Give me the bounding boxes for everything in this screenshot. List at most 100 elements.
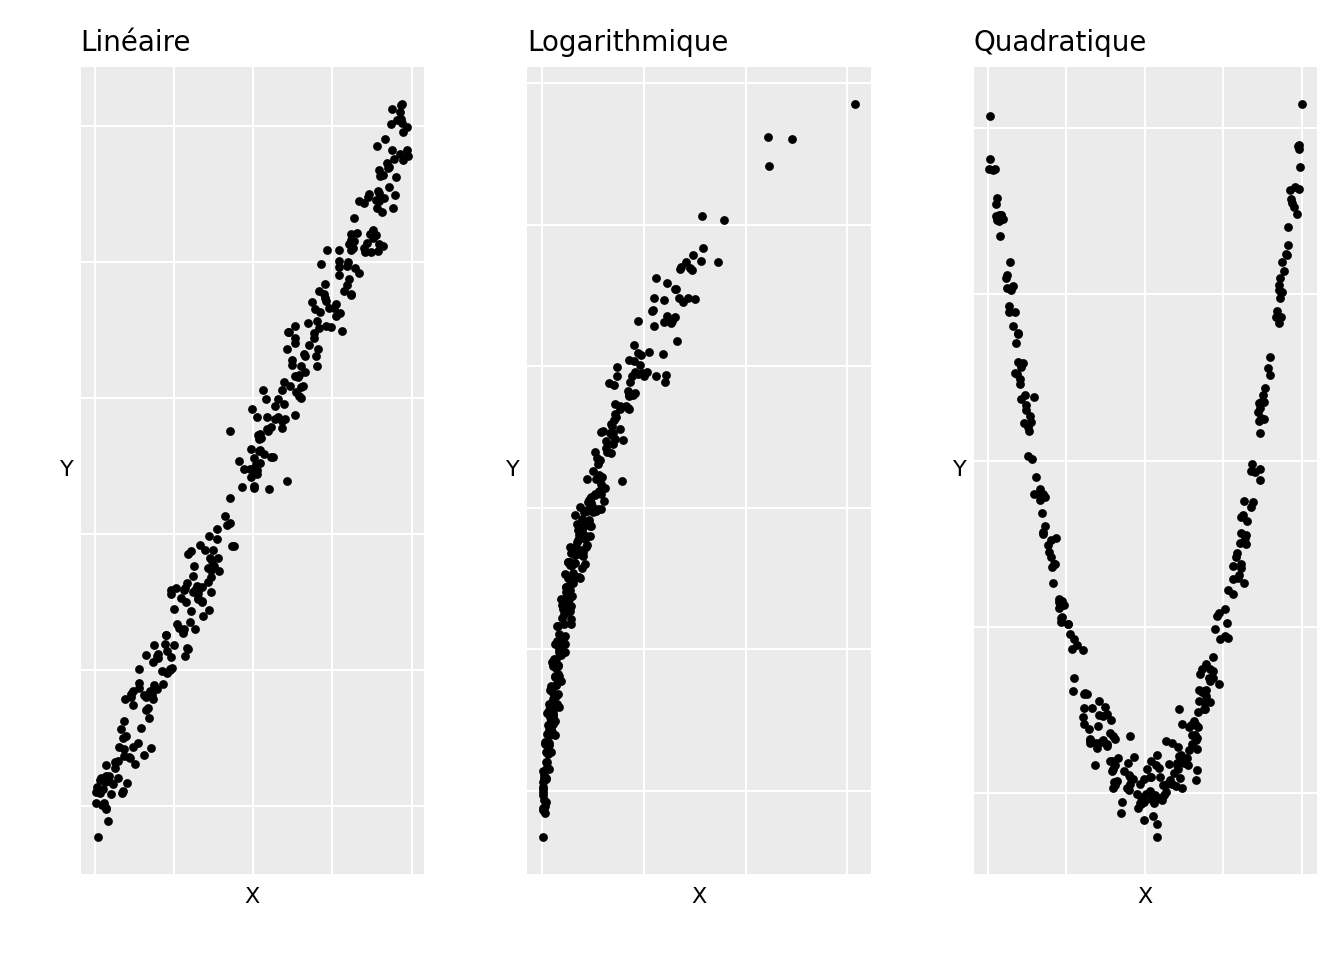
Point xyxy=(255,409,277,424)
Point xyxy=(591,469,613,485)
Point xyxy=(1079,732,1101,748)
Point xyxy=(1253,412,1274,427)
Point xyxy=(581,489,602,504)
Point xyxy=(179,614,200,630)
Point xyxy=(544,669,566,684)
Point xyxy=(1236,513,1258,528)
Point xyxy=(108,754,129,769)
Point xyxy=(1105,778,1126,793)
Point xyxy=(1046,531,1067,546)
Point xyxy=(340,243,362,258)
Point xyxy=(1259,349,1281,365)
Point xyxy=(1275,247,1297,262)
Point xyxy=(1279,182,1301,198)
Point xyxy=(532,803,554,818)
Point xyxy=(578,515,599,530)
Point xyxy=(122,698,144,713)
Point xyxy=(250,442,271,457)
Point xyxy=(142,691,164,707)
Point xyxy=(544,669,566,684)
Point xyxy=(1214,602,1235,617)
Point xyxy=(239,462,261,477)
Point xyxy=(1289,141,1310,156)
Point xyxy=(234,461,255,476)
Point xyxy=(1017,420,1039,435)
Point xyxy=(556,570,578,586)
Point xyxy=(168,621,190,636)
Point xyxy=(259,419,281,434)
Point xyxy=(1286,206,1308,222)
Point xyxy=(542,706,563,721)
Point xyxy=(1110,804,1132,820)
Point xyxy=(130,720,152,735)
Point xyxy=(621,368,642,383)
Point xyxy=(1103,732,1125,747)
Point xyxy=(603,406,625,421)
Point xyxy=(1195,683,1216,698)
Point xyxy=(603,396,625,411)
Point xyxy=(595,441,617,456)
Point xyxy=(1199,670,1220,685)
Point xyxy=(1270,309,1292,324)
Point xyxy=(570,570,591,586)
Point xyxy=(398,149,419,164)
Point xyxy=(538,747,559,762)
Point xyxy=(1154,784,1176,800)
Point xyxy=(214,508,235,523)
Point xyxy=(616,397,637,413)
Point xyxy=(552,601,574,616)
Point xyxy=(310,256,332,272)
Point xyxy=(575,528,597,543)
Point xyxy=(1223,558,1245,573)
Point xyxy=(1101,712,1122,728)
Point xyxy=(1130,790,1152,805)
Point xyxy=(1230,557,1251,572)
Point xyxy=(534,773,555,788)
Point xyxy=(1102,753,1124,768)
Point xyxy=(1177,757,1199,773)
Point xyxy=(613,432,634,447)
Point xyxy=(1103,757,1125,773)
Point xyxy=(220,539,242,554)
X-axis label: X: X xyxy=(691,887,707,907)
Point xyxy=(173,583,195,598)
Point xyxy=(368,162,390,178)
Point xyxy=(306,358,328,373)
Point xyxy=(554,644,575,660)
Point xyxy=(667,333,688,348)
X-axis label: X: X xyxy=(1138,887,1153,907)
Point xyxy=(368,185,390,201)
Point xyxy=(160,586,181,601)
Point xyxy=(1030,492,1051,507)
Y-axis label: Y: Y xyxy=(60,461,74,480)
Point xyxy=(1241,499,1262,515)
Point xyxy=(566,535,587,550)
Point xyxy=(618,352,640,368)
Point xyxy=(1082,701,1103,716)
Point xyxy=(148,650,169,665)
Point xyxy=(633,369,655,384)
Point xyxy=(1040,532,1062,547)
Point xyxy=(383,152,405,167)
Point xyxy=(581,503,602,518)
Point xyxy=(999,304,1020,320)
Point xyxy=(1241,464,1262,479)
Point xyxy=(183,585,204,600)
Point xyxy=(618,387,640,402)
Point xyxy=(544,636,566,652)
Point xyxy=(624,365,645,380)
Point xyxy=(559,555,581,570)
Point xyxy=(571,523,593,539)
Point xyxy=(133,687,155,703)
Point xyxy=(652,347,673,362)
Point xyxy=(328,243,349,258)
Point xyxy=(285,336,306,351)
Point xyxy=(628,313,649,328)
Point xyxy=(539,683,560,698)
Point xyxy=(266,409,288,424)
Point xyxy=(1230,535,1251,550)
Point xyxy=(532,784,554,800)
Point xyxy=(554,636,575,652)
Point xyxy=(1179,720,1200,735)
Point xyxy=(1141,769,1163,784)
